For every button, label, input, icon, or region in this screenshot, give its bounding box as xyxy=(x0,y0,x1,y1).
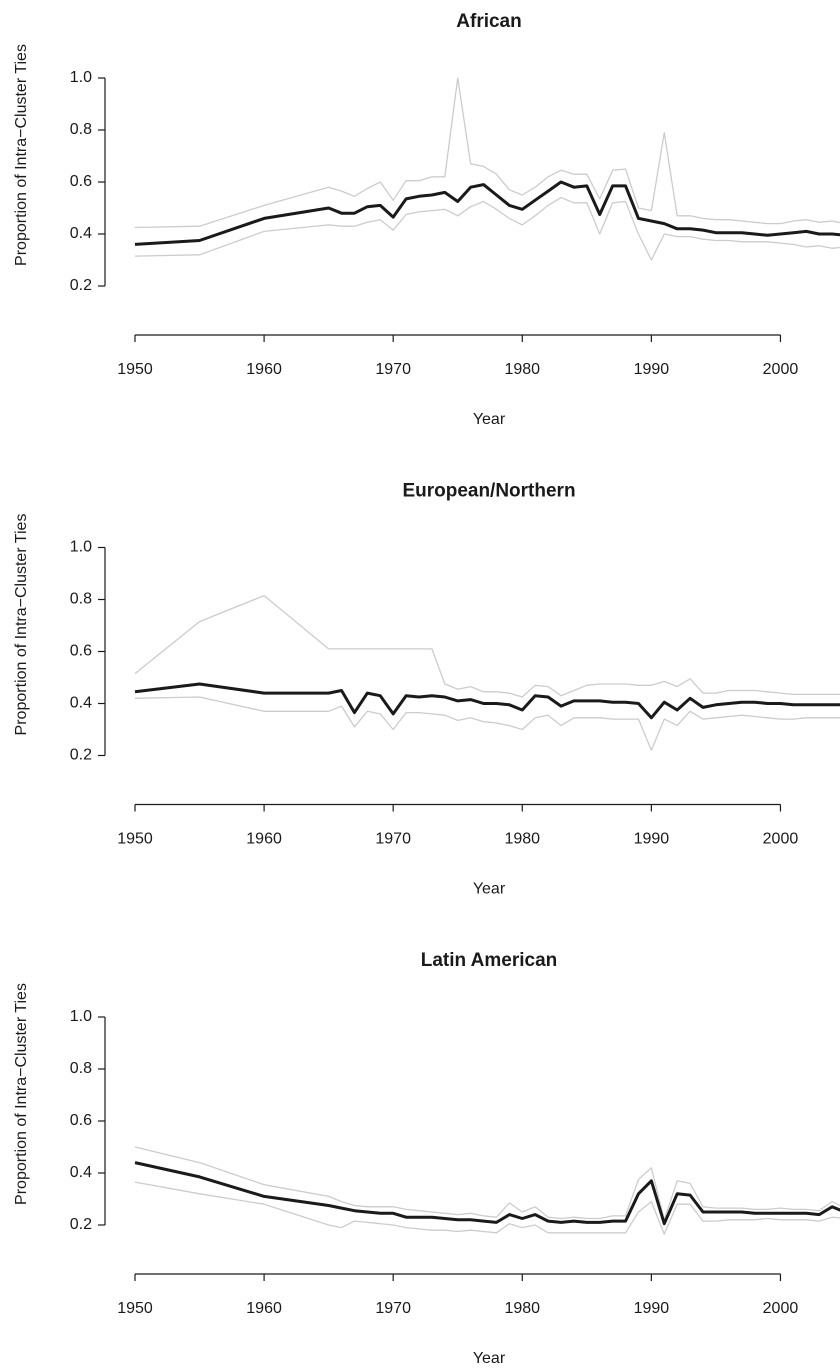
x-tick-label: 1970 xyxy=(375,1300,411,1317)
series-line xyxy=(134,594,840,698)
y-tick-label: 0.4 xyxy=(70,1164,92,1181)
y-tick-label: 0.6 xyxy=(70,1112,92,1129)
y-axis-label: Proportion of Intra−Cluster Ties xyxy=(13,983,30,1205)
y-axis-label: Proportion of Intra−Cluster Ties xyxy=(13,514,30,736)
x-tick-label: 1960 xyxy=(246,361,282,378)
y-tick-label: 0.4 xyxy=(70,695,92,712)
series-line xyxy=(134,180,840,246)
y-tick-label: 0.6 xyxy=(70,173,92,190)
series-line xyxy=(134,1181,840,1235)
x-tick-label: 2000 xyxy=(763,1300,799,1317)
y-tick-label: 0.8 xyxy=(70,1060,92,1077)
y-tick-label: 1.0 xyxy=(70,69,92,86)
y-tick-label: 1.0 xyxy=(70,1008,92,1025)
chart-title: African xyxy=(456,11,521,32)
y-tick-label: 0.4 xyxy=(70,225,92,242)
x-tick-label: 1980 xyxy=(504,831,540,848)
x-tick-label: 1980 xyxy=(504,1300,540,1317)
y-tick-label: 0.2 xyxy=(70,1216,92,1233)
y-tick-label: 0.8 xyxy=(70,591,92,608)
y-tick-label: 1.0 xyxy=(70,539,92,556)
x-tick-label: 1960 xyxy=(246,1300,282,1317)
chart-title: Latin American xyxy=(421,950,558,971)
x-tick-label: 1990 xyxy=(634,831,670,848)
y-axis-label: Proportion of Intra−Cluster Ties xyxy=(13,44,30,266)
y-tick-label: 0.2 xyxy=(70,747,92,764)
y-tick-label: 0.6 xyxy=(70,643,92,660)
series-line xyxy=(134,1161,840,1226)
x-tick-label: 1980 xyxy=(504,361,540,378)
series-line xyxy=(134,1146,840,1221)
series-line xyxy=(134,682,840,720)
x-axis-label: Year xyxy=(473,1350,506,1367)
x-axis-label: Year xyxy=(473,881,506,898)
series-line xyxy=(134,196,840,261)
x-tick-label: 1970 xyxy=(375,361,411,378)
x-tick-label: 1950 xyxy=(117,1300,153,1317)
y-tick-label: 0.2 xyxy=(70,277,92,294)
x-tick-label: 1960 xyxy=(246,831,282,848)
x-axis-label: Year xyxy=(473,411,506,428)
y-tick-label: 0.8 xyxy=(70,121,92,138)
x-tick-label: 1970 xyxy=(375,831,411,848)
x-tick-label: 1990 xyxy=(634,1300,670,1317)
x-tick-label: 1950 xyxy=(117,361,153,378)
chart-title: European/Northern xyxy=(402,481,575,502)
series-line xyxy=(134,77,840,229)
x-tick-label: 2000 xyxy=(763,361,799,378)
x-tick-label: 2000 xyxy=(763,831,799,848)
x-tick-label: 1950 xyxy=(117,831,153,848)
x-tick-label: 1990 xyxy=(634,361,670,378)
series-line xyxy=(134,696,840,751)
